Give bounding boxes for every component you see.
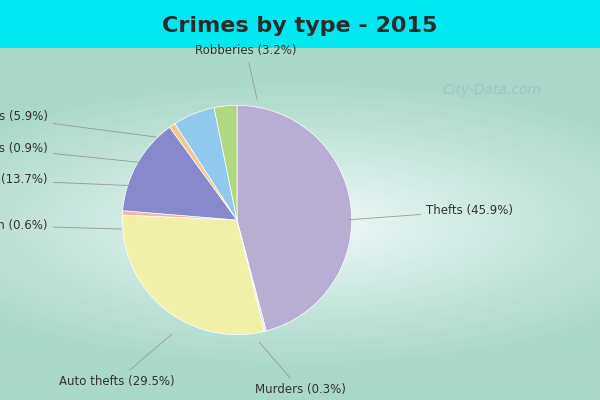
Text: City-Data.com: City-Data.com [442,83,542,97]
Wedge shape [237,105,352,331]
Text: Rapes (0.9%): Rapes (0.9%) [0,142,140,162]
Wedge shape [175,108,237,220]
Text: Crimes by type - 2015: Crimes by type - 2015 [163,16,437,36]
Wedge shape [123,127,237,220]
Text: Arson (0.6%): Arson (0.6%) [0,219,122,232]
Text: Murders (0.3%): Murders (0.3%) [254,342,346,396]
Text: Thefts (45.9%): Thefts (45.9%) [349,204,513,220]
Wedge shape [214,105,237,220]
Wedge shape [122,211,237,220]
Text: Auto thefts (29.5%): Auto thefts (29.5%) [59,334,175,388]
Wedge shape [237,220,266,332]
Text: Burglaries (13.7%): Burglaries (13.7%) [0,173,129,186]
Text: Robberies (3.2%): Robberies (3.2%) [196,44,297,99]
Wedge shape [170,124,237,220]
Wedge shape [122,215,264,335]
Text: Assaults (5.9%): Assaults (5.9%) [0,110,156,137]
